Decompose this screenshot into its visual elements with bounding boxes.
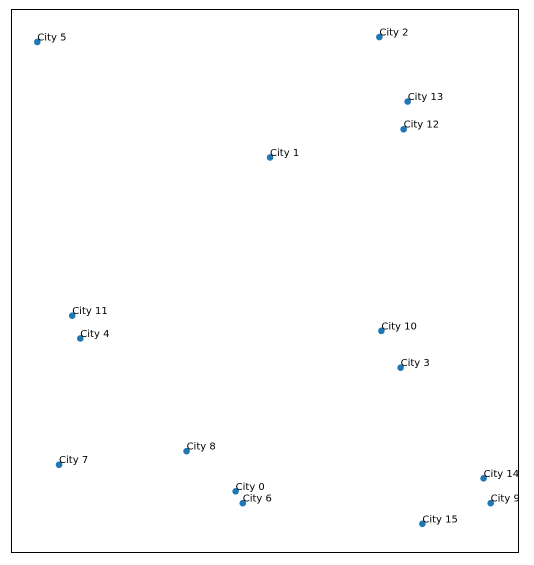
city-label: City 13	[408, 92, 444, 103]
city-point-group: City 13	[404, 92, 443, 105]
city-point-marker	[183, 447, 190, 455]
city-point-marker	[34, 38, 41, 46]
city-point-marker	[404, 98, 411, 105]
city-label: City 14	[484, 469, 520, 480]
city-point-group: City 10	[378, 321, 417, 335]
city-label: City 12	[404, 120, 440, 131]
city-label: City 4	[80, 329, 109, 340]
city-point-marker	[400, 125, 407, 133]
city-label: City 7	[59, 455, 88, 466]
city-point-group: City 4	[77, 329, 109, 342]
plot-area-frame	[11, 9, 519, 553]
city-point-marker	[232, 488, 239, 495]
city-point-group: City 7	[55, 455, 88, 469]
city-point-group: City 2	[376, 28, 409, 41]
city-label: City 15	[422, 514, 458, 525]
city-point-marker	[419, 520, 426, 528]
city-point-marker	[68, 312, 76, 319]
city-label: City 10	[381, 321, 417, 332]
city-point-marker	[55, 461, 63, 469]
city-label: City 11	[72, 306, 108, 317]
city-point-group: City 5	[34, 32, 66, 46]
city-point-group: City 0	[232, 482, 265, 495]
points-layer: City 0 City 1 City 2 City 3 City 4 City 5 City…	[34, 28, 520, 528]
city-point-group: City 15	[419, 514, 458, 528]
city-label: City 3	[401, 358, 430, 369]
city-point-marker	[266, 154, 274, 161]
city-point-marker	[77, 335, 84, 342]
city-point-group: City 11	[68, 306, 108, 319]
city-label: City 0	[236, 482, 265, 493]
city-point-group: City 1	[266, 148, 299, 161]
city-label: City 1	[270, 148, 299, 159]
city-label: City 2	[379, 28, 408, 39]
city-point-group: City 6	[239, 494, 272, 507]
city-point-marker	[480, 474, 487, 482]
city-point-group: City 12	[400, 120, 439, 133]
city-point-group: City 14	[480, 469, 519, 482]
city-point-group: City 3	[397, 358, 430, 372]
city-point-marker	[397, 364, 404, 372]
city-point-group: City 9	[487, 494, 520, 507]
city-label: City 9	[491, 494, 520, 505]
city-label: City 6	[243, 494, 272, 505]
city-point-group: City 8	[183, 442, 216, 455]
city-label: City 8	[187, 442, 216, 453]
city-point-marker	[376, 33, 383, 41]
city-point-marker	[487, 499, 494, 507]
city-label: City 5	[37, 32, 66, 43]
city-point-marker	[239, 499, 247, 507]
city-point-marker	[378, 327, 385, 335]
